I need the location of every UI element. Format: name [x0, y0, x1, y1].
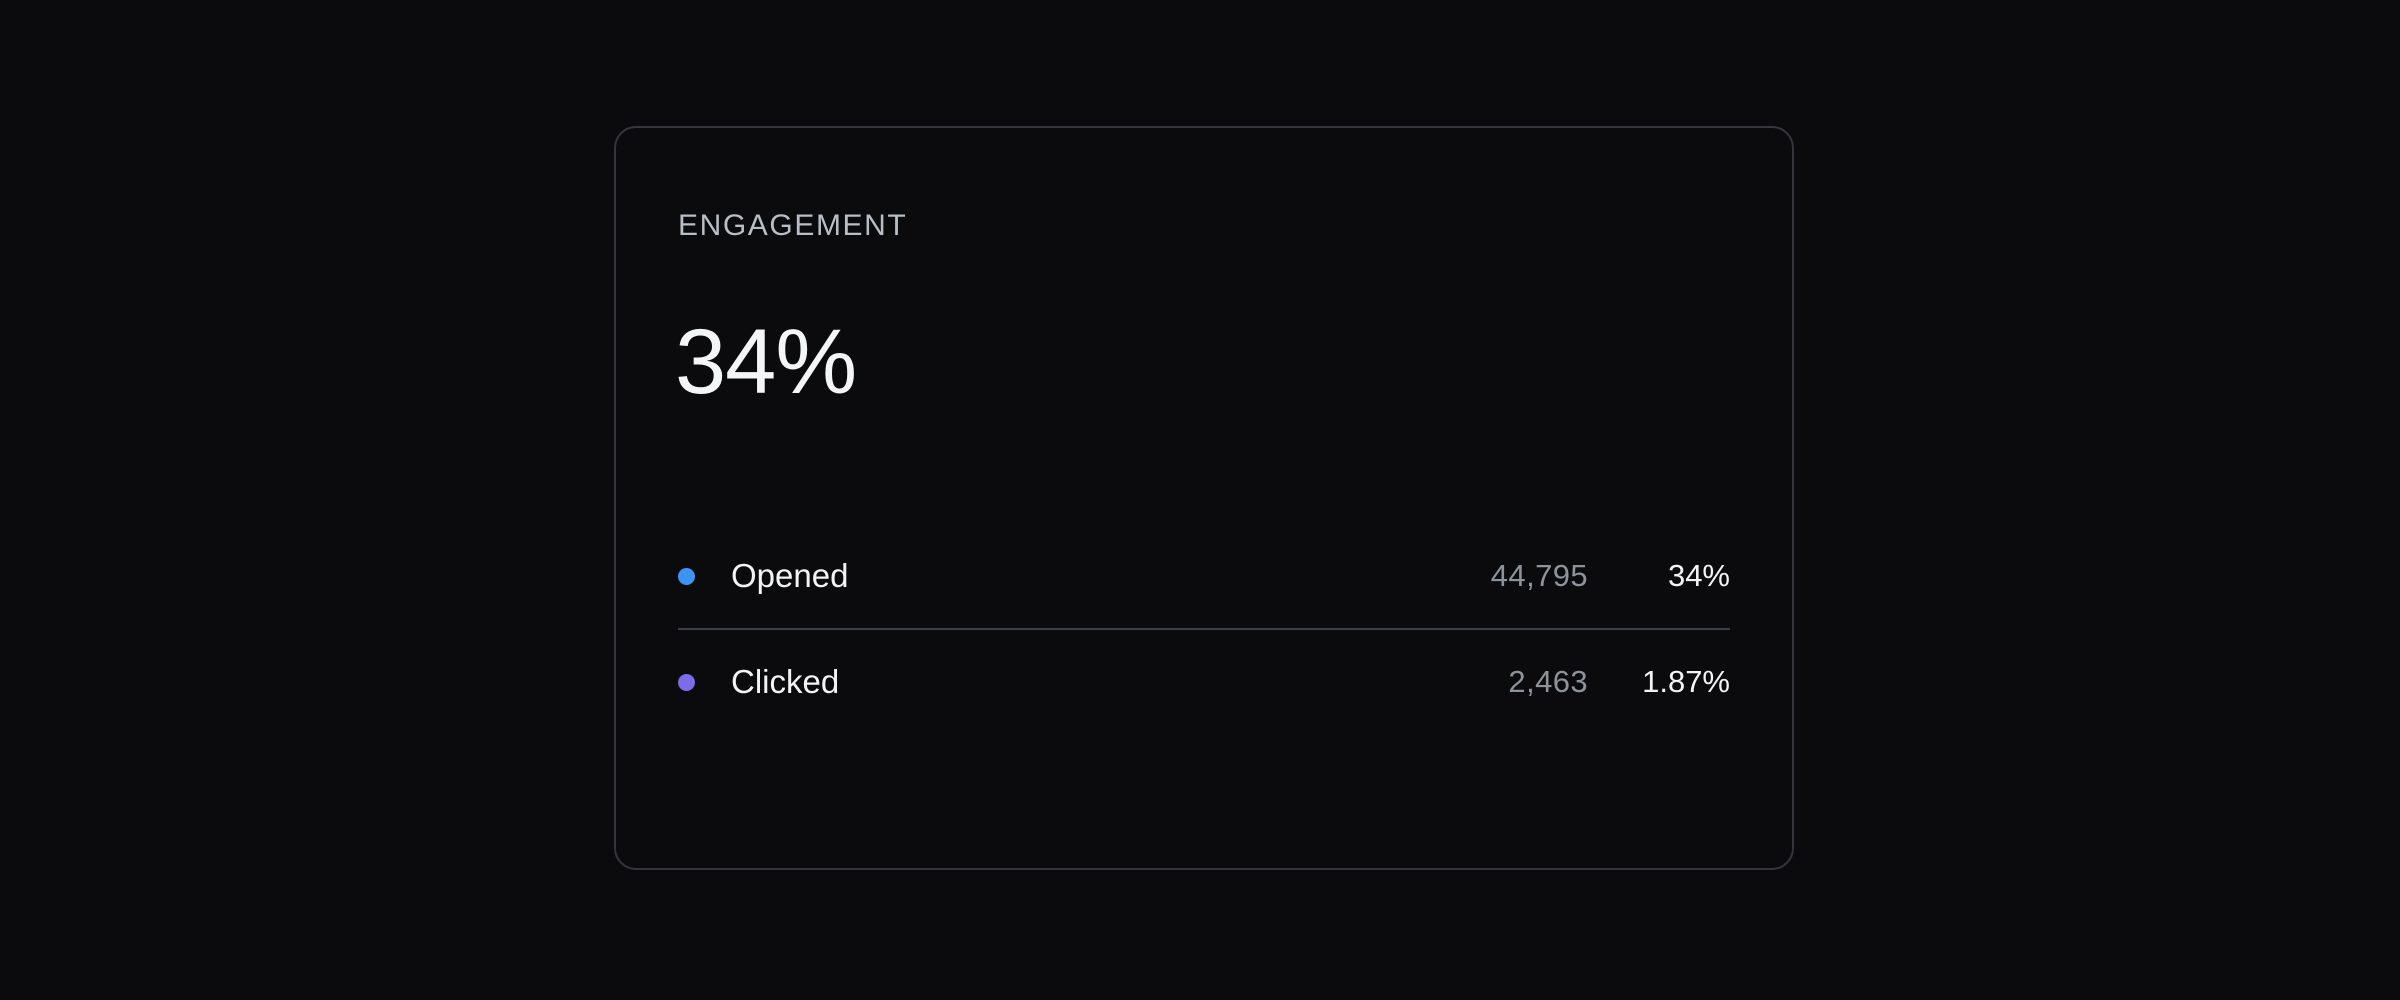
breakdown-row-percent: 34%: [1667, 558, 1730, 593]
card-content: ENGAGEMENT 34% Opened 44,795 34% Clicked…: [675, 128, 1730, 868]
breakdown-row-opened[interactable]: Opened 44,795 34%: [678, 524, 1730, 628]
breakdown-divider: [678, 628, 1730, 630]
breakdown-row-count: 44,795: [1490, 558, 1588, 593]
engagement-breakdown-list: Opened 44,795 34% Clicked 2,463 1.87%: [678, 524, 1730, 734]
breakdown-row-label: Clicked: [731, 663, 840, 700]
breakdown-row-clicked[interactable]: Clicked 2,463 1.87%: [678, 630, 1730, 734]
breakdown-row-label: Opened: [731, 557, 849, 594]
engagement-metric-card: ENGAGEMENT 34% Opened 44,795 34% Clicked…: [614, 126, 1794, 870]
status-dot-icon: [678, 567, 695, 585]
breakdown-row-count: 2,463: [1508, 664, 1588, 699]
engagement-headline-value: 34%: [675, 311, 857, 413]
card-eyebrow-label: ENGAGEMENT: [678, 209, 908, 242]
breakdown-row-percent: 1.87%: [1642, 664, 1730, 699]
status-dot-icon: [678, 673, 695, 691]
